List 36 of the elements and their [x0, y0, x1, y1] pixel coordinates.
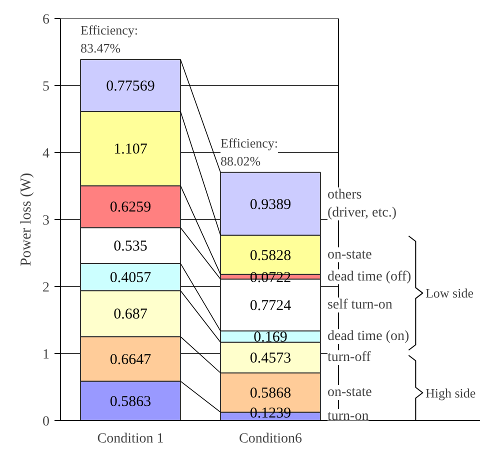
- series-label: dead time (off): [327, 269, 412, 284]
- y-tick-label: 2: [42, 280, 50, 296]
- x-tick-label: Condition 1: [97, 432, 164, 446]
- data-label: 0.6259: [110, 200, 152, 216]
- y-tick-label: 3: [42, 214, 50, 228]
- data-label: 0.9389: [250, 196, 292, 213]
- data-label: 0.5868: [250, 386, 292, 402]
- data-label: 1.107: [114, 142, 148, 158]
- y-tick-label: 1: [42, 348, 50, 362]
- data-label: 0.4057: [110, 270, 152, 286]
- y-axis-title: Power loss (W): [18, 172, 34, 266]
- data-label: 0.7724: [250, 298, 292, 314]
- series-label: on-state: [327, 385, 372, 400]
- series-label: turn-on: [327, 408, 369, 424]
- data-label: 0.5828: [250, 248, 292, 264]
- data-label: 0.535: [114, 238, 148, 255]
- data-label: 0.169: [254, 330, 288, 346]
- y-tick-label: 6: [42, 12, 50, 28]
- x-tick-label: Condition6: [238, 432, 302, 446]
- data-label: 0.5863: [110, 394, 152, 410]
- y-tick-label: 4: [42, 146, 50, 162]
- y-tick-label: 0: [42, 414, 50, 430]
- data-label: 0.6647: [110, 352, 152, 368]
- text: Low side: [425, 286, 474, 301]
- data-label: 0.4573: [250, 350, 292, 367]
- series-label: turn-off: [327, 350, 372, 366]
- series-label: dead time (on): [327, 329, 410, 344]
- annotation: Efficiency: 83.47%: [80, 22, 138, 56]
- y-tick-label: 5: [42, 80, 50, 94]
- data-label: 0.687: [114, 306, 148, 323]
- text: High side: [425, 385, 476, 400]
- annotation: Efficiency: 88.02%: [220, 136, 278, 169]
- series-label: others (driver, etc.): [327, 187, 397, 220]
- series-label: on-state: [327, 247, 372, 262]
- series-label: self turn-on: [327, 298, 392, 313]
- data-label: 0.77569: [106, 78, 155, 95]
